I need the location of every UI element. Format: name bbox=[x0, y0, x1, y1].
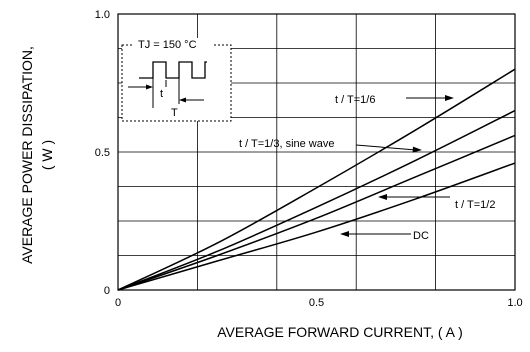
y-tick-labels: 0 0.5 1.0 bbox=[95, 9, 110, 297]
arrow-series-1-3-head bbox=[412, 146, 422, 153]
arrow-series-1-6-head bbox=[445, 95, 454, 101]
series-line-1 bbox=[117, 68, 516, 291]
series-line-4 bbox=[117, 162, 516, 291]
series-line-3 bbox=[117, 134, 516, 291]
arrow-series-dc-head bbox=[340, 231, 349, 237]
series-lines bbox=[117, 68, 516, 291]
label-series-dc: DC bbox=[413, 230, 429, 242]
arrow-series-1-3-line bbox=[355, 144, 417, 151]
inset-waveform: TJ = 150 °C t T bbox=[121, 38, 232, 122]
inset-title-backdrop bbox=[134, 38, 214, 52]
y-axis-title-line2: ( W ) bbox=[39, 140, 55, 170]
annotations: t / T=1/6 t / T=1/3, sine wave t / T=1/2… bbox=[239, 94, 495, 242]
label-series-1-2: t / T=1/2 bbox=[455, 199, 495, 211]
plot-frame bbox=[117, 13, 516, 291]
y-axis-title-line1: AVERAGE POWER DISSIPATION, bbox=[19, 46, 35, 264]
x-tick-labels: 0 0.5 1.0 bbox=[115, 297, 523, 309]
inset-T-label: T bbox=[171, 107, 178, 119]
y-tick-label: 0.5 bbox=[95, 147, 110, 159]
arrow-series-1-2-head bbox=[378, 194, 387, 200]
y-tick-label: 0 bbox=[104, 285, 110, 297]
inset-pulse-waveform bbox=[139, 61, 207, 79]
inset-T-arrow-head bbox=[179, 97, 186, 103]
y-tick-label: 1.0 bbox=[95, 9, 110, 21]
label-series-1-6: t / T=1/6 bbox=[335, 94, 375, 106]
x-axis-title: AVERAGE FORWARD CURRENT, ( A ) bbox=[217, 324, 463, 340]
inset-title: TJ = 150 °C bbox=[138, 39, 197, 51]
inset-dashed-box bbox=[121, 44, 232, 122]
inset-t-arrow-head bbox=[146, 84, 153, 90]
x-tick-label: 0 bbox=[115, 297, 121, 309]
x-tick-label: 0.5 bbox=[309, 297, 324, 309]
label-series-1-3: t / T=1/3, sine wave bbox=[239, 138, 335, 150]
x-tick-label: 1.0 bbox=[507, 297, 522, 309]
series-line-2 bbox=[117, 109, 516, 291]
inset-t-label: t bbox=[160, 88, 163, 100]
